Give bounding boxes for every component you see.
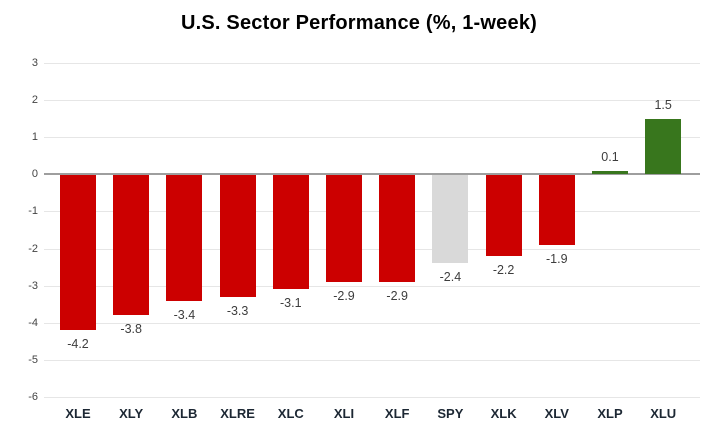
y-tick-label: -4: [28, 316, 38, 329]
x-axis-label-xle: XLE: [65, 406, 91, 421]
bar-xle: [60, 175, 96, 331]
value-label-xlc: -3.1: [280, 296, 302, 311]
bar-xli: [326, 175, 362, 282]
chart-title: U.S. Sector Performance (%, 1-week): [180, 12, 537, 34]
gridline: [44, 63, 700, 64]
y-tick-label: 2: [31, 94, 38, 107]
y-tick-label: -6: [28, 391, 38, 403]
x-axis-label-spy: SPY: [437, 406, 464, 421]
value-label-xlre: -3.3: [226, 303, 249, 318]
x-axis-label-xlu: XLU: [650, 406, 677, 421]
bar-xlb: [166, 175, 203, 301]
y-tick-label: 0: [31, 168, 38, 181]
x-axis-label-xlp: XLP: [597, 406, 623, 421]
value-label-xlp: 0.1: [601, 149, 619, 164]
y-tick-label: 1: [31, 131, 38, 144]
bar-xlf: [379, 175, 416, 282]
bar-xly: [113, 175, 150, 316]
value-label-xly: -3.8: [120, 322, 142, 337]
bar-xlk: [485, 175, 522, 256]
gridline: [44, 285, 700, 287]
bar-xlc: [272, 175, 309, 290]
x-axis-label-xly: XLY: [119, 406, 144, 421]
value-label-xlu: 1.5: [654, 97, 672, 112]
value-label-xlf: -2.9: [386, 288, 408, 303]
x-axis-label-xlv: XLV: [544, 406, 569, 421]
gridline: [44, 397, 700, 398]
bar-xlu: [645, 118, 682, 175]
gridline: [44, 322, 700, 324]
value-label-xlb: -3.4: [173, 307, 196, 322]
x-axis-label-xlk: XLK: [490, 406, 517, 421]
y-tick-label: -5: [28, 353, 38, 366]
y-tick-label: 3: [31, 57, 38, 69]
bar-xlv: [538, 175, 575, 245]
value-label-spy: -2.4: [439, 270, 462, 285]
value-label-xli: -2.9: [333, 288, 355, 303]
bar-xlp: [592, 170, 628, 175]
value-label-xlk: -2.2: [492, 262, 515, 277]
x-axis-label-xli: XLI: [333, 406, 355, 421]
y-tick-label: -1: [28, 205, 38, 218]
bar-spy: [432, 175, 469, 264]
x-axis-label-xlc: XLC: [277, 406, 304, 421]
x-axis-label-xlre: XLRE: [220, 406, 255, 421]
gridline: [44, 100, 700, 102]
gridline: [44, 248, 700, 250]
x-axis-label-xlf: XLF: [384, 406, 410, 421]
x-axis-label-xlb: XLB: [171, 406, 198, 421]
gridline: [44, 359, 700, 361]
y-tick-label: -2: [28, 242, 38, 255]
value-label-xlv: -1.9: [546, 251, 568, 266]
y-tick-label: -3: [28, 279, 38, 292]
bar-xlre: [219, 175, 256, 297]
value-label-xle: -4.2: [67, 337, 89, 352]
zero-gridline: [44, 173, 700, 176]
gridline: [44, 211, 700, 213]
gridline: [44, 137, 700, 139]
